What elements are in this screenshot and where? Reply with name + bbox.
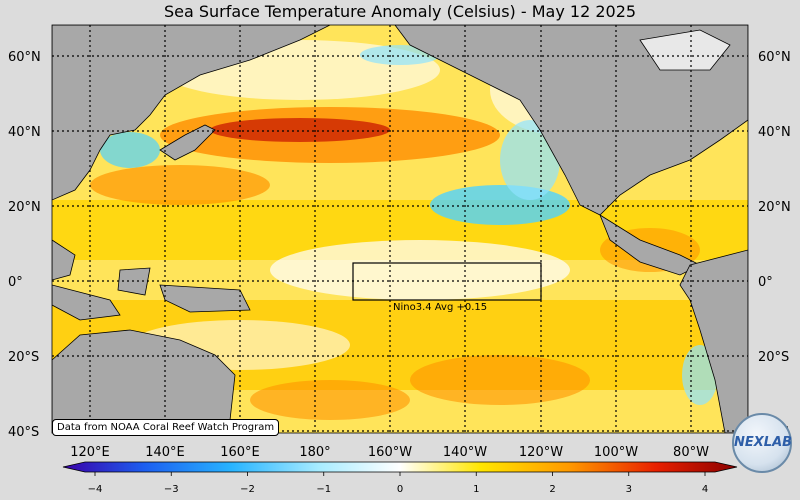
japan-landmass — [159, 124, 216, 161]
colorbar-tick-label: 3 — [626, 484, 632, 495]
globe-logo-icon[interactable]: NEXLAB — [732, 413, 792, 473]
lat-label-right: 20°S — [758, 350, 789, 365]
lat-label-right: 60°N — [758, 50, 791, 65]
logo-text: NEXLAB — [734, 435, 793, 450]
lat-label-right: 40°N — [758, 125, 791, 140]
colorbar-tick-label: −4 — [88, 484, 103, 495]
colorbar-tick-label: −1 — [316, 484, 331, 495]
lon-label: 120°W — [519, 445, 563, 460]
lat-label-left: 40°S — [8, 425, 39, 440]
south-america-landmass — [679, 249, 748, 433]
lon-label: 160°E — [220, 445, 260, 460]
map-title: Sea Surface Temperature Anomaly (Celsius… — [163, 2, 637, 21]
colorbar: −4 −3 −2 −1 0 1 2 3 4 — [62, 461, 738, 495]
lat-label-left: 20°N — [8, 200, 41, 215]
land-masses — [52, 25, 748, 433]
lat-label-left: 0° — [8, 275, 23, 290]
lat-label-left: 40°N — [8, 125, 41, 140]
lat-label-left: 20°S — [8, 350, 39, 365]
north-america-landmass — [394, 25, 748, 216]
lon-label: 120°E — [70, 445, 110, 460]
colorbar-tick-label: 0 — [397, 484, 403, 495]
lon-label: 140°E — [145, 445, 185, 460]
lon-label: 100°W — [594, 445, 638, 460]
lon-label: 80°W — [673, 445, 709, 460]
lon-label: 180° — [299, 445, 330, 460]
colorbar-tick-label: 2 — [549, 484, 555, 495]
data-credit: Data from NOAA Coral Reef Watch Program — [52, 419, 280, 436]
colorbar-tick-label: 1 — [473, 484, 479, 495]
colorbar-tick-label: −3 — [164, 484, 179, 495]
lat-label-right: 20°N — [758, 200, 791, 215]
nino34-label: Nino3.4 Avg +0.15 — [393, 302, 487, 313]
colorbar-tick-label: 4 — [702, 484, 708, 495]
lat-label-right: 0° — [758, 275, 773, 290]
cool-anomaly-patch — [430, 185, 570, 225]
lat-label-left: 60°N — [8, 50, 41, 65]
graticule — [52, 25, 748, 433]
lon-label: 160°W — [368, 445, 412, 460]
nino34-box — [352, 262, 542, 301]
ocean-field — [52, 25, 748, 433]
lon-label: 140°W — [443, 445, 487, 460]
colorbar-tick-label: −2 — [240, 484, 255, 495]
asia-landmass — [52, 25, 331, 201]
